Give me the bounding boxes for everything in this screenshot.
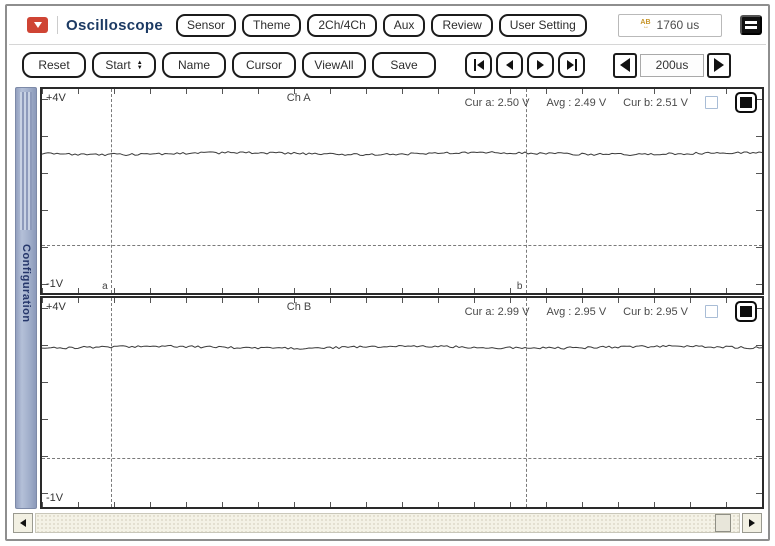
avg-readout: Avg : 2.95 V	[546, 305, 607, 318]
scope-display: +4V -1V Ch A Cur a: 2.50 V Avg : 2.49 V …	[40, 87, 764, 509]
cursor-b-line[interactable]	[525, 298, 527, 507]
app-window: Oscilloscope Sensor Theme 2Ch/4Ch Aux Re…	[5, 4, 770, 541]
filled-square-icon	[740, 306, 752, 317]
channel-b-readouts: Cur a: 2.99 V Avg : 2.95 V Cur b: 2.95 V	[465, 301, 757, 322]
axis-ticks-top	[42, 89, 762, 94]
list-menu-icon[interactable]	[740, 15, 762, 35]
channel-b-panel: +4V -1V Ch B Cur a: 2.99 V Avg : 2.95 V …	[40, 296, 764, 509]
start-button[interactable]: Start ▲ ▼	[92, 52, 156, 78]
skip-first-button[interactable]	[465, 52, 492, 78]
channel-b-checkbox[interactable]	[705, 305, 718, 318]
divider	[57, 16, 58, 34]
cursor-button[interactable]: Cursor	[232, 52, 296, 78]
reset-button[interactable]: Reset	[22, 52, 86, 78]
toolbar-divider	[9, 44, 766, 45]
name-button[interactable]: Name	[162, 52, 226, 78]
transport-controls	[465, 52, 585, 78]
cursor-b-readout: Cur b: 2.95 V	[623, 305, 688, 318]
control-toolbar: Reset Start ▲ ▼ Name Cursor ViewAll Save 2…	[7, 45, 768, 85]
axis-ticks-bottom	[42, 288, 762, 293]
step-back-button[interactable]	[496, 52, 523, 78]
channel-a-color-button[interactable]	[735, 92, 757, 113]
channel-a-waveform	[42, 151, 762, 157]
sensor-button[interactable]: Sensor	[175, 13, 237, 37]
scroll-right-button[interactable]	[742, 513, 762, 533]
channel-b-waveform	[42, 344, 762, 350]
right-arrow-icon	[714, 58, 724, 72]
channel-a-label: Ch A	[286, 92, 311, 104]
scrollbar-track[interactable]	[35, 513, 740, 533]
timebase-value: 200us	[640, 53, 704, 77]
axis-ticks-left	[42, 89, 48, 293]
theme-button[interactable]: Theme	[242, 13, 302, 37]
ab-time-display: AB ↔ 1760 us	[617, 13, 722, 37]
cursor-a-line[interactable]	[111, 89, 113, 293]
timebase-decrease-button[interactable]	[613, 52, 637, 78]
axis-ticks-right	[756, 298, 762, 507]
channel-a-panel: +4V -1V Ch A Cur a: 2.50 V Avg : 2.49 V …	[40, 87, 764, 295]
review-button[interactable]: Review	[431, 13, 493, 37]
save-button[interactable]: Save	[372, 52, 436, 78]
zero-volt-gridline	[42, 245, 762, 246]
channel-mode-button[interactable]: 2Ch/4Ch	[307, 13, 377, 37]
configuration-panel-splitter[interactable]: Configuration	[15, 87, 37, 509]
voltage-max-label: +4V	[46, 92, 66, 104]
configuration-label: Configuration	[20, 244, 32, 323]
step-forward-button[interactable]	[527, 52, 554, 78]
channel-a-checkbox[interactable]	[705, 96, 718, 109]
timebase-increase-button[interactable]	[707, 52, 731, 78]
avg-readout: Avg : 2.49 V	[546, 96, 607, 109]
filled-square-icon	[740, 97, 752, 108]
channel-b-color-button[interactable]	[735, 301, 757, 322]
step-back-icon	[506, 60, 513, 70]
right-arrow-icon	[749, 519, 755, 527]
channel-b-label: Ch B	[286, 301, 312, 313]
top-toolbar: Oscilloscope Sensor Theme 2Ch/4Ch Aux Re…	[7, 6, 768, 44]
voltage-min-label: -1V	[46, 492, 64, 504]
cursor-a-line[interactable]	[111, 298, 113, 507]
left-arrow-icon	[620, 58, 630, 72]
user-setting-button[interactable]: User Setting	[498, 13, 587, 37]
skip-first-icon	[473, 59, 484, 71]
scrollbar-thumb[interactable]	[715, 514, 731, 532]
voltage-max-label: +4V	[46, 301, 66, 313]
axis-ticks-left	[42, 298, 48, 507]
channel-a-readouts: Cur a: 2.50 V Avg : 2.49 V Cur b: 2.51 V	[465, 92, 757, 113]
splitter-grip-icon	[20, 92, 32, 230]
app-logo-icon[interactable]	[27, 17, 48, 33]
scroll-left-button[interactable]	[13, 513, 33, 533]
axis-ticks-top	[42, 298, 762, 303]
ab-time-value: 1760 us	[656, 18, 700, 32]
aux-button[interactable]: Aux	[382, 13, 426, 37]
voltage-min-label: -1V	[46, 278, 64, 290]
ab-cursor-delta-icon: AB ↔	[640, 19, 651, 30]
cursor-b-readout: Cur b: 2.51 V	[623, 96, 688, 109]
step-forward-icon	[537, 60, 544, 70]
skip-last-button[interactable]	[558, 52, 585, 78]
cursor-a-readout: Cur a: 2.50 V	[464, 96, 530, 109]
horizontal-scrollbar	[7, 513, 768, 533]
skip-last-icon	[566, 59, 577, 71]
main-area: Configuration +4V -1V Ch A Cur a: 2.50 V…	[7, 87, 768, 509]
left-arrow-icon	[20, 519, 26, 527]
axis-ticks-right	[756, 89, 762, 293]
cursor-b-mark: b	[516, 281, 523, 292]
viewall-button[interactable]: ViewAll	[302, 52, 366, 78]
zero-volt-gridline	[42, 458, 762, 459]
page-title: Oscilloscope	[66, 16, 163, 34]
cursor-a-mark: a	[102, 281, 108, 292]
axis-ticks-bottom	[42, 502, 762, 507]
cursor-a-readout: Cur a: 2.99 V	[464, 305, 530, 318]
cursor-b-line[interactable]	[525, 89, 527, 293]
spinner-arrows-icon: ▲ ▼	[136, 59, 143, 71]
timebase-control: 200us	[613, 52, 731, 78]
chevron-down-icon	[33, 22, 42, 28]
